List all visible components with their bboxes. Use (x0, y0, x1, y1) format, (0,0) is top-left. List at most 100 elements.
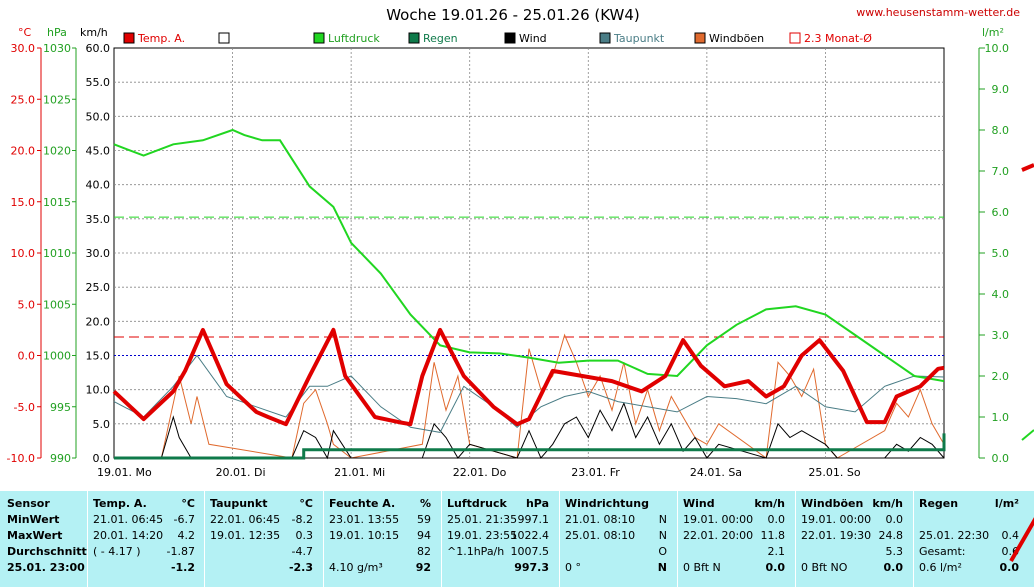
cell-label: Gesamt: (919, 545, 966, 558)
gusts-line (160, 333, 945, 459)
row-label: 25.01. 23:00 (7, 561, 85, 574)
column-separator (795, 491, 796, 587)
pressure-tick-label: 995 (50, 401, 71, 414)
legend-swatch (313, 32, 325, 44)
pressure-tick-label: 1000 (43, 350, 71, 363)
website-link[interactable]: www.heusenstamm-wetter.de (856, 6, 1020, 19)
cell-label: 25.01. 08:10 (565, 529, 636, 542)
cell-value: -4.7 (291, 545, 313, 558)
cell-value: -1.87 (166, 545, 195, 558)
x-tick-label: 24.01. Sa (690, 466, 742, 479)
legend-label: Windböen (709, 32, 764, 45)
column-separator (204, 491, 205, 587)
cell-label: 21.01. 06:45 (93, 513, 164, 526)
cell-label: 21.01. 08:10 (565, 513, 636, 526)
legend-item: Wind (504, 32, 547, 45)
temp-tick-label: 30.0 (11, 42, 36, 55)
cell-label: 20.01. 14:20 (93, 529, 164, 542)
pressure-tick-label: 1030 (43, 42, 71, 55)
temp-tick-label: 15.0 (11, 196, 36, 209)
cell-label: 19.01. 12:35 (210, 529, 281, 542)
wind-tick-label: 55.0 (86, 76, 111, 89)
pressure-tick-label: 990 (50, 452, 71, 465)
column-unit: l/m² (994, 497, 1019, 510)
row-label: Durchschnitt (7, 545, 87, 558)
x-tick-label: 21.01. Mi (334, 466, 385, 479)
cell-label: ^1.1hPa/h (447, 545, 505, 558)
plot-area (113, 47, 945, 459)
cell-value: N (657, 561, 667, 574)
cell-label: ( - 4.17 ) (93, 545, 141, 558)
column-separator (441, 491, 442, 587)
column-unit: km/h (872, 497, 903, 510)
legend-swatch (789, 32, 801, 44)
cell-value: 4.2 (177, 529, 196, 542)
legend-label: Regen (423, 32, 458, 45)
cell-value: -8.2 (291, 513, 313, 526)
rain-tick-label: 3.0 (992, 329, 1010, 342)
pressure-unit-label: hPa (47, 26, 67, 39)
pressure-tick-label: 1020 (43, 145, 71, 158)
row-label: MaxWert (7, 529, 63, 542)
x-tick-label: 22.01. Do (453, 466, 507, 479)
wind-tick-label: 0.0 (93, 452, 111, 465)
cell-label: 23.01. 13:55 (329, 513, 400, 526)
column-header: Windrichtung (565, 497, 649, 510)
column-unit: hPa (525, 497, 549, 510)
cell-label: 0 ° (565, 561, 581, 574)
rain-tick-label: 1.0 (992, 411, 1010, 424)
cell-value: 2.1 (767, 545, 786, 558)
temp-unit-label: °C (18, 26, 32, 39)
cell-value: 1007.5 (510, 545, 550, 558)
cell-label: 0.6 l/m² (919, 561, 962, 574)
pressure-tick-label: 1015 (43, 196, 71, 209)
temp-tick-label: -5.0 (14, 401, 35, 414)
wind-tick-label: 5.0 (93, 418, 111, 431)
rain-tick-label: 6.0 (992, 206, 1010, 219)
legend-item: Windböen (694, 32, 764, 45)
column-header: Temp. A. (93, 497, 147, 510)
wind-tick-label: 40.0 (86, 179, 111, 192)
pressure-tick-label: 1005 (43, 298, 71, 311)
cell-value: -2.3 (288, 561, 313, 574)
column-separator (677, 491, 678, 587)
row-label: MinWert (7, 513, 60, 526)
legend-item: Taupunkt (599, 32, 665, 45)
chart-title: Woche 19.01.26 - 25.01.26 (KW4) (386, 6, 640, 24)
rain-tick-label: 10.0 (985, 42, 1010, 55)
column-header: Taupunkt (210, 497, 268, 510)
dewpoint-line (113, 354, 945, 433)
cell-value: -6.7 (173, 513, 195, 526)
temp-tick-label: 10.0 (11, 247, 36, 260)
legend-swatch (123, 32, 135, 44)
pressure-tick-label: 1010 (43, 247, 71, 260)
cell-value: 1022.4 (510, 529, 550, 542)
cell-value: 59 (417, 513, 431, 526)
temp-tick-label: 5.0 (18, 298, 36, 311)
x-tick-label: 20.01. Di (216, 466, 266, 479)
temp-tick-label: -10.0 (7, 452, 35, 465)
temp-tick-label: 20.0 (11, 145, 36, 158)
wind-tick-label: 30.0 (86, 247, 111, 260)
wind-tick-label: 50.0 (86, 110, 111, 123)
wind-tick-label: 15.0 (86, 350, 111, 363)
cell-value: 5.3 (885, 545, 904, 558)
wind-tick-label: 10.0 (86, 384, 111, 397)
cell-value: 24.8 (878, 529, 904, 542)
cell-label: 22.01. 20:00 (683, 529, 754, 542)
right-edge-temp-mark: 7.1 (1030, 170, 1032, 172)
cell-label: 4.10 g/m³ (329, 561, 383, 574)
row-label: Sensor (7, 497, 50, 510)
cell-label: 19.01. 10:15 (329, 529, 400, 542)
rain-tick-label: 0.0 (992, 452, 1010, 465)
cell-value: 997.3 (514, 561, 549, 574)
cell-value: 0.4 (1001, 529, 1020, 542)
stats-table: Sensor MinWert MaxWert Durchschnitt 25.01. 2… (0, 491, 1034, 587)
cell-value: N (658, 529, 667, 542)
cell-label: 19.01. 00:00 (683, 513, 754, 526)
wind-tick-label: 25.0 (86, 281, 111, 294)
wind-tick-label: 20.0 (86, 315, 111, 328)
cell-value: 0.0 (767, 513, 786, 526)
column-header: Windböen (801, 497, 864, 510)
edge-pressure-fragment (1021, 429, 1034, 441)
